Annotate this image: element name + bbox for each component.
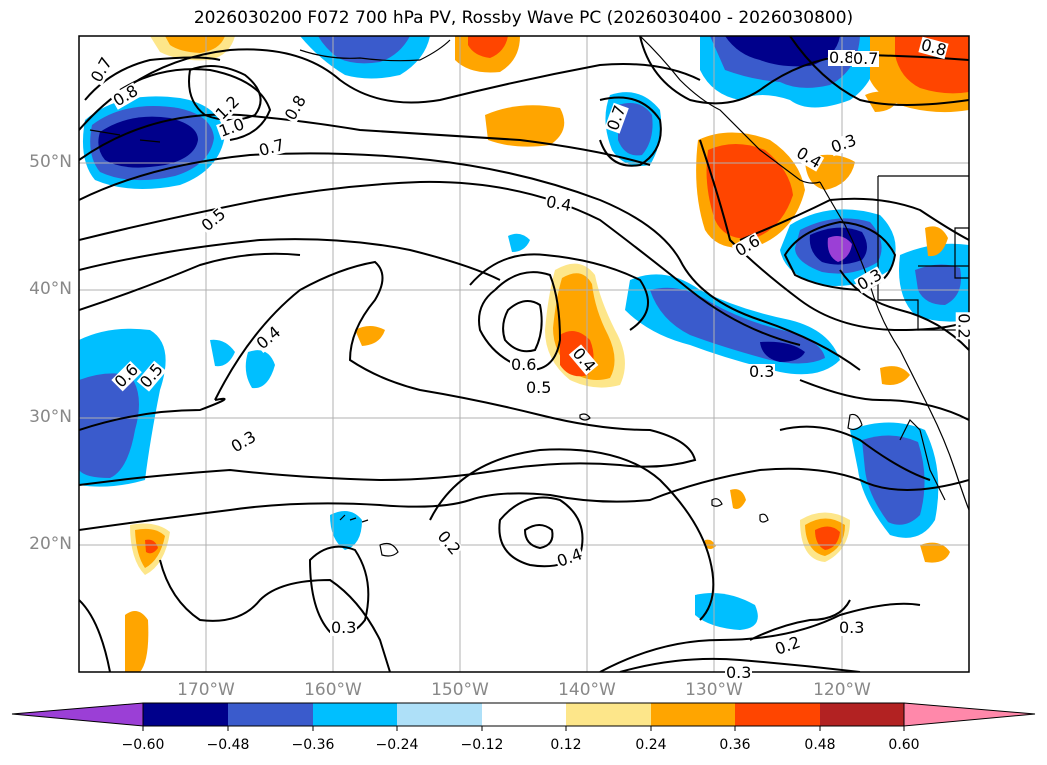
lon-label-130w: 130°W	[685, 680, 743, 700]
colorbar-extend-min	[11, 702, 144, 727]
contour-label: 0.7	[852, 49, 880, 68]
colorbar	[11, 702, 1036, 731]
lon-label-140w: 140°W	[558, 680, 616, 700]
contour-label: 0.3	[330, 618, 358, 637]
colorbar-swatch	[566, 703, 651, 726]
contour-label: 0.3	[725, 663, 753, 682]
lon-label-170w: 170°W	[177, 680, 235, 700]
graticule	[79, 36, 969, 672]
contour-label: 0.8	[828, 48, 856, 67]
map-frame	[78, 35, 970, 673]
colorbar-swatch	[228, 703, 313, 726]
lat-label-50n: 50°N	[29, 152, 72, 172]
colorbar-tick-label: −0.24	[375, 737, 419, 753]
colorbar-tick-label: −0.48	[206, 737, 250, 753]
colorbar-tick-label: 0.60	[888, 737, 920, 753]
colorbar-swatch	[820, 703, 904, 726]
colorbar-tick-label: −0.36	[291, 737, 335, 753]
colorbar-tick-label: 0.24	[635, 737, 667, 753]
colorbar-tick-label: −0.12	[460, 737, 504, 753]
contour-label: 0.6	[510, 355, 538, 374]
colorbar-swatch	[735, 703, 820, 726]
colorbar-tick-label: 0.36	[719, 737, 751, 753]
colorbar-swatch	[313, 703, 397, 726]
contour-label: 0.2	[954, 312, 974, 340]
lon-label-120w: 120°W	[813, 680, 871, 700]
colorbar-tick-label: 0.48	[804, 737, 836, 753]
contour-label: 0.4	[543, 191, 574, 216]
pv-contours	[79, 36, 969, 672]
colorbar-swatch	[143, 703, 228, 726]
lon-label-150w: 150°W	[431, 680, 489, 700]
lat-label-20n: 20°N	[29, 534, 72, 554]
colorbar-swatch	[651, 703, 735, 726]
colorbar-swatch	[482, 703, 566, 726]
contour-label: 0.3	[748, 362, 776, 381]
contour-label: 0.3	[838, 618, 866, 637]
contour-label: 0.5	[525, 378, 553, 397]
positive-anomaly-regions	[125, 36, 969, 672]
colorbar-tick-label: −0.60	[121, 737, 165, 753]
colorbar-swatch	[397, 703, 482, 726]
coastline	[89, 36, 969, 557]
lon-label-160w: 160°W	[304, 680, 362, 700]
colorbar-tick-label: 0.12	[550, 737, 582, 753]
map-title: 2026030200 F072 700 hPa PV, Rossby Wave …	[193, 8, 854, 28]
colorbar-extend-max	[903, 702, 1036, 727]
lat-label-30n: 30°N	[29, 407, 72, 427]
lat-label-40n: 40°N	[29, 279, 72, 299]
